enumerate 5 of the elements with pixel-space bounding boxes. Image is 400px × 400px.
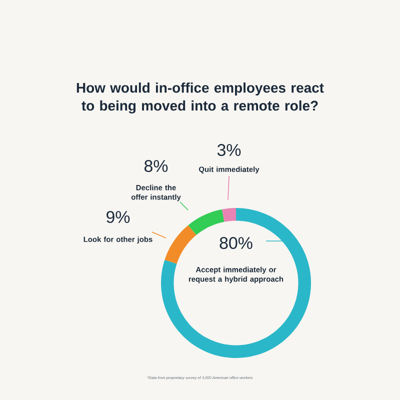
data-label: 3% [217,144,241,156]
data-label: 80% [220,237,252,249]
chart-title: How would in-office employees react to being moved into a remote role? [76,82,324,114]
data-label: 8% [144,160,168,172]
data-label: 9% [106,211,130,223]
